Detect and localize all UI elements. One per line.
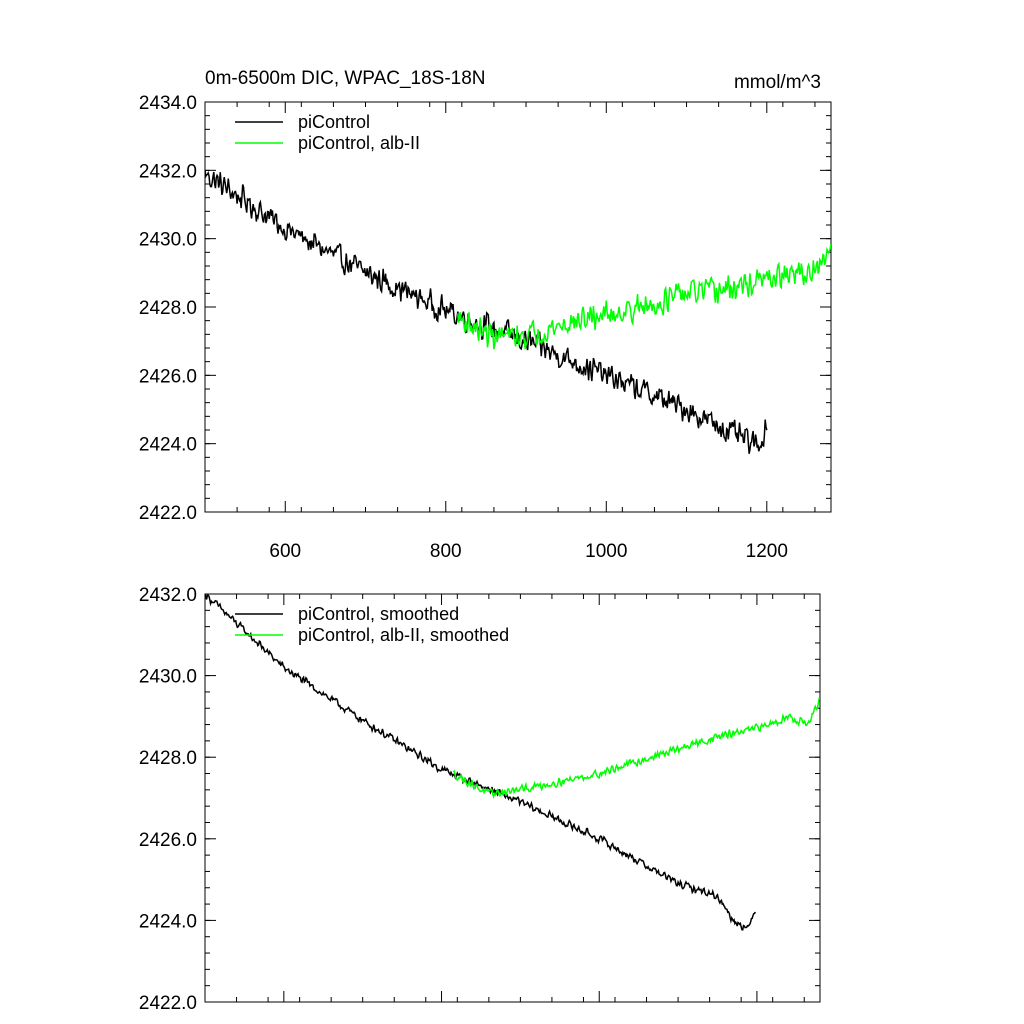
chart-panel-2: 2422.0 2424.0 2426.0 2428.0 2430.0 2432.0 piCo… xyxy=(139,585,821,1014)
y-tick-label: 2426.0 xyxy=(139,366,197,387)
series-line-2 xyxy=(452,697,820,799)
plot-frame xyxy=(204,593,821,1003)
units-label: mmol/m^3 xyxy=(734,72,821,93)
x-tick-label: 1200 xyxy=(746,541,788,562)
legend-label: piControl, alb-II, smoothed xyxy=(298,625,509,645)
series-line-1 xyxy=(205,170,768,454)
y-tick-label: 2430.0 xyxy=(139,667,197,688)
y-tick-label: 2422.0 xyxy=(139,993,197,1014)
y-tick-label: 2424.0 xyxy=(139,911,197,932)
y-tick-label: 2428.0 xyxy=(139,748,197,769)
y-tick-label: 2424.0 xyxy=(139,435,197,456)
y-tick-label: 2426.0 xyxy=(139,830,197,851)
legend-label: piControl, smoothed xyxy=(298,604,459,624)
chart-panel-1: 2422.0 2424.0 2426.0 2428.0 2430.0 2432.0 2434… xyxy=(139,68,832,562)
series-line-2 xyxy=(457,243,831,350)
x-tick-label: 600 xyxy=(269,541,301,562)
plot-frame xyxy=(204,101,832,513)
y-tick-label: 2430.0 xyxy=(139,230,197,251)
legend-label: piControl xyxy=(298,112,370,132)
y-tick-label: 2432.0 xyxy=(139,161,197,182)
y-tick-label: 2422.0 xyxy=(139,503,197,524)
legend-label: piControl, alb-II xyxy=(298,133,420,153)
chart-title: 0m-6500m DIC, WPAC_18S-18N xyxy=(205,68,486,89)
series-line-1 xyxy=(205,594,757,931)
y-tick-label: 2432.0 xyxy=(139,585,197,606)
y-tick-label: 2434.0 xyxy=(139,93,197,114)
x-tick-label: 800 xyxy=(430,541,462,562)
x-tick-label: 1000 xyxy=(585,541,627,562)
y-tick-label: 2428.0 xyxy=(139,298,197,319)
